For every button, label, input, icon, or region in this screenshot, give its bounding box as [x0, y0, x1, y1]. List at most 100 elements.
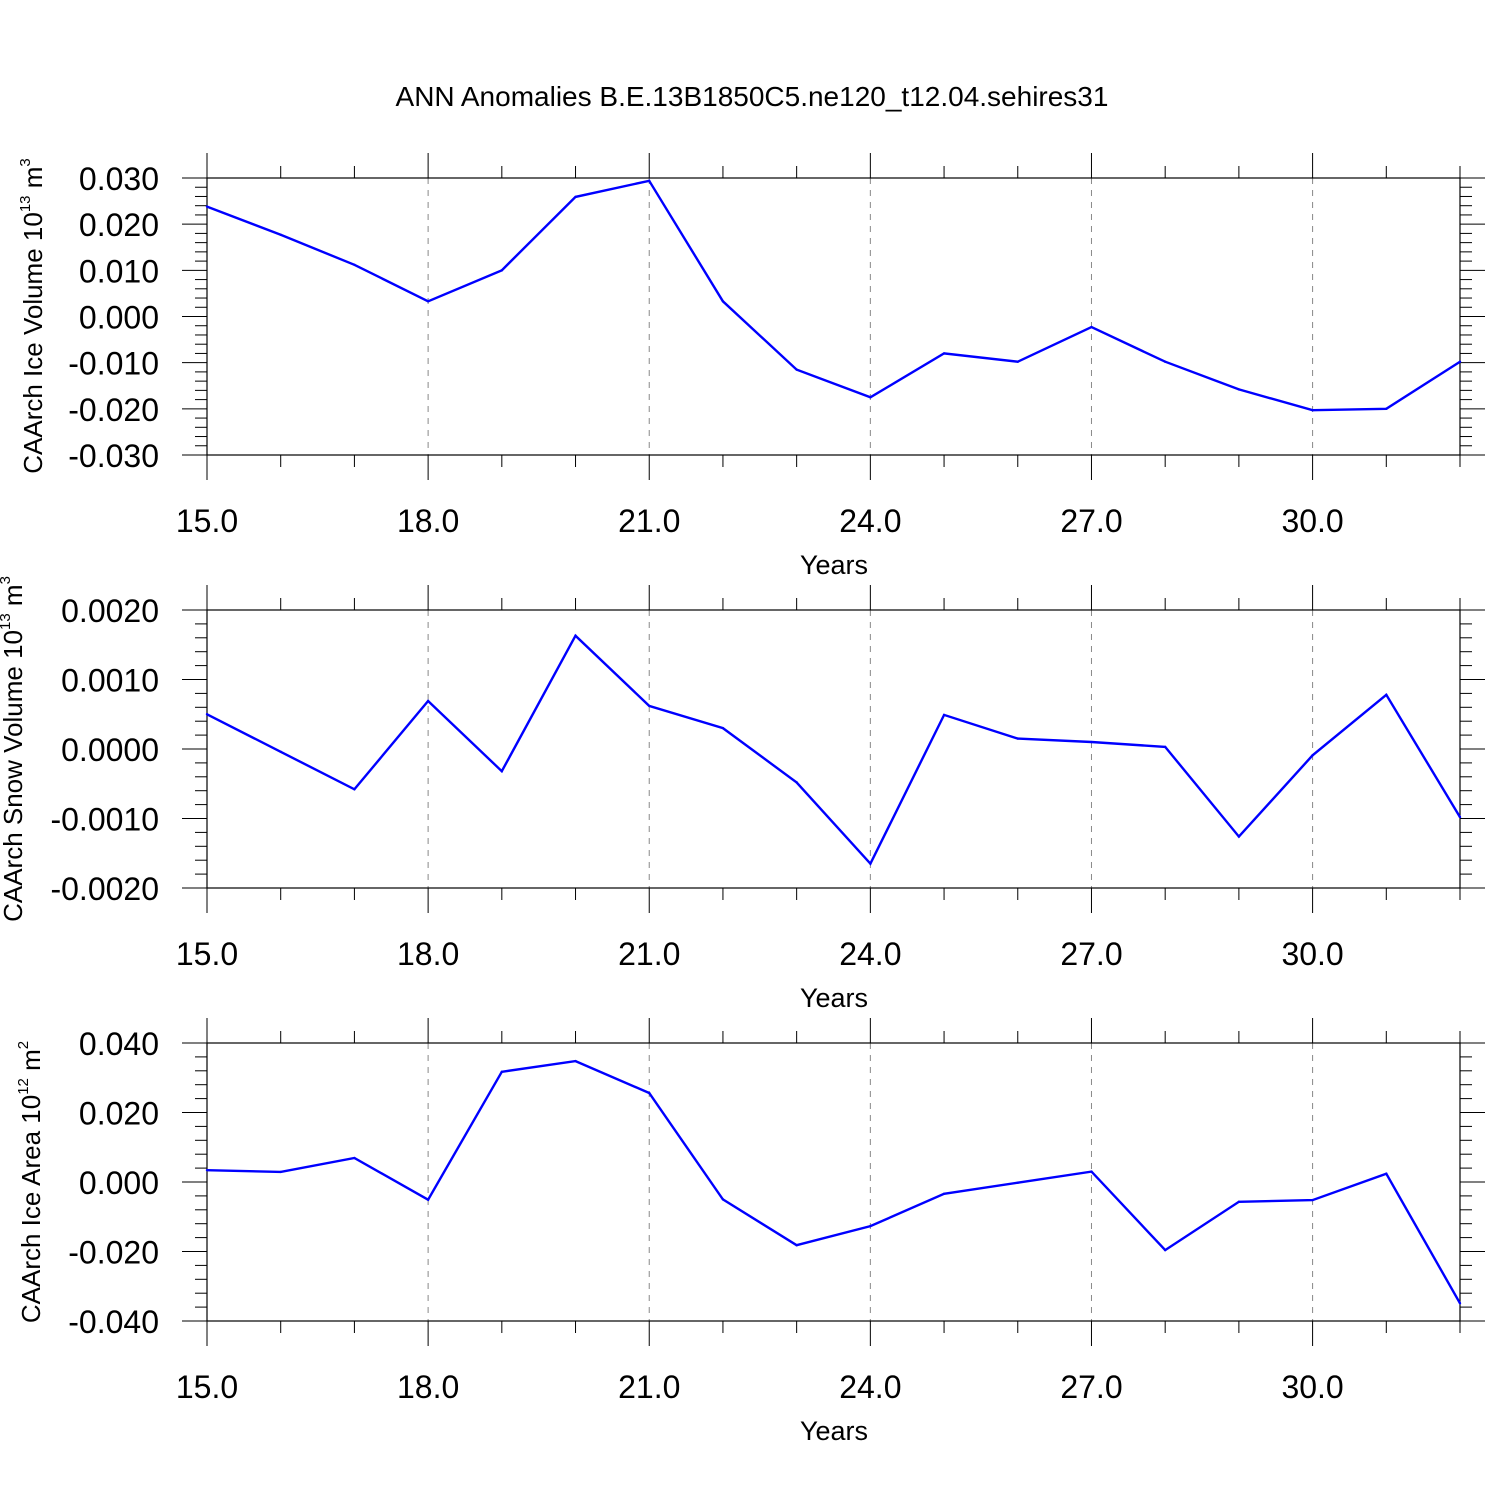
y-axis-label-unit: m — [0, 584, 28, 613]
x-tick-label: 27.0 — [1060, 936, 1122, 972]
x-tick-label: 27.0 — [1060, 503, 1122, 539]
y-axis-label-base: CAArch Ice Volume 10 — [18, 212, 48, 474]
data-point — [205, 1168, 209, 1172]
y-tick-label: -0.040 — [68, 1304, 159, 1340]
x-tick-label: 18.0 — [397, 503, 459, 539]
x-axis-label: Years — [800, 1416, 868, 1446]
data-point — [721, 300, 725, 303]
x-tick-label: 15.0 — [176, 936, 238, 972]
y-tick-label: 0.0000 — [61, 732, 159, 768]
x-axis-label: Years — [800, 550, 868, 580]
x-tick-label: 15.0 — [176, 1369, 238, 1405]
y-axis-label: CAArch Ice Area 1012 m2 — [15, 1041, 46, 1323]
x-tick-label: 15.0 — [176, 503, 238, 539]
data-point — [574, 195, 577, 199]
y-axis-label-unit: m — [16, 1049, 46, 1078]
data-point — [942, 713, 946, 717]
data-point — [1385, 407, 1388, 411]
data-point — [942, 352, 946, 355]
y-tick-label: 0.0020 — [61, 593, 159, 629]
data-point — [1385, 1172, 1388, 1175]
y-tick-label: 0.000 — [79, 300, 159, 336]
data-point — [1311, 1198, 1314, 1202]
data-point — [869, 1224, 872, 1228]
data-point — [1163, 360, 1167, 363]
x-tick-label: 21.0 — [618, 1369, 680, 1405]
data-point — [426, 1198, 430, 1201]
y-axis-label-exponent: 12 — [15, 1078, 32, 1095]
x-tick-label: 18.0 — [397, 936, 459, 972]
data-point — [795, 1244, 798, 1247]
series-line — [206, 1059, 1462, 1304]
figure-title: ANN Anomalies B.E.13B1850C5.ne120_t12.04… — [396, 81, 1109, 112]
data-point — [869, 396, 872, 399]
y-tick-label: 0.000 — [79, 1165, 159, 1201]
x-tick-label: 27.0 — [1060, 1369, 1122, 1405]
data-point — [1237, 1200, 1241, 1204]
y-axis-label-exponent: 13 — [0, 613, 14, 630]
x-tick-label: 21.0 — [618, 936, 680, 972]
y-tick-label: -0.020 — [68, 1235, 159, 1271]
y-tick-label: -0.020 — [68, 392, 159, 428]
data-point — [648, 179, 651, 182]
y-axis-label-unit-exponent: 3 — [17, 158, 34, 166]
data-point — [1163, 1248, 1167, 1252]
data-point — [353, 1156, 356, 1160]
data-point — [279, 750, 282, 753]
y-axis-label-unit-exponent: 2 — [15, 1041, 32, 1049]
x-tick-label: 21.0 — [618, 503, 680, 539]
data-point — [721, 1198, 725, 1201]
data-point — [1090, 325, 1093, 329]
data-point — [869, 862, 872, 865]
data-point — [500, 269, 504, 272]
data-point — [426, 300, 430, 303]
y-axis-label-unit: m — [18, 167, 48, 196]
x-tick-label: 24.0 — [839, 503, 901, 539]
y-axis-label: CAArch Snow Volume 1013 m3 — [0, 576, 28, 922]
data-point — [1311, 754, 1314, 757]
data-point — [1016, 360, 1019, 363]
data-point — [795, 781, 798, 784]
data-point — [1458, 815, 1462, 819]
x-tick-label: 30.0 — [1281, 936, 1343, 972]
data-point — [1016, 737, 1019, 740]
data-point — [1458, 1302, 1462, 1305]
data-point — [1090, 1170, 1093, 1173]
data-point — [500, 770, 504, 773]
data-point — [795, 368, 798, 371]
y-tick-label: 0.040 — [79, 1026, 159, 1062]
x-tick-label: 30.0 — [1281, 503, 1343, 539]
data-point — [1016, 1181, 1019, 1184]
y-axis-label-exponent: 13 — [17, 195, 34, 212]
data-point — [574, 634, 577, 637]
ice-area-panel: 0.040 0.020 0.000 -0.020 -0.040 15.0 18.0 21.0 2… — [15, 1018, 1485, 1446]
x-tick-label: 24.0 — [839, 936, 901, 972]
data-point — [648, 704, 651, 708]
x-tick-label: 30.0 — [1281, 1369, 1343, 1405]
data-point — [1237, 835, 1241, 838]
y-tick-label: -0.0020 — [50, 871, 159, 907]
plot-frame — [206, 177, 1461, 456]
data-point — [279, 1170, 282, 1174]
data-point — [1311, 409, 1314, 412]
y-axis-label-unit-exponent: 3 — [0, 576, 14, 584]
data-point — [1090, 740, 1093, 744]
data-point — [721, 726, 725, 730]
data-point — [1237, 388, 1241, 391]
data-point — [1385, 693, 1388, 696]
series-line — [206, 633, 1462, 866]
data-point — [500, 1070, 504, 1074]
y-tick-label: -0.030 — [68, 438, 159, 474]
y-tick-label: 0.030 — [79, 161, 159, 197]
snow-volume-panel: 0.0020 0.0010 0.0000 -0.0010 -0.0020 15.0 18.0… — [0, 576, 1485, 1013]
y-tick-label: -0.010 — [68, 346, 159, 382]
data-point — [1458, 360, 1462, 363]
y-axis-label-base: CAArch Snow Volume 10 — [0, 630, 28, 922]
data-point — [353, 263, 356, 266]
x-tick-label: 24.0 — [839, 1369, 901, 1405]
data-point — [1163, 745, 1167, 749]
y-tick-label: 0.010 — [79, 253, 159, 289]
y-tick-label: 0.0010 — [61, 663, 159, 699]
y-axis-label: CAArch Ice Volume 1013 m3 — [17, 158, 48, 474]
data-point — [574, 1059, 577, 1063]
